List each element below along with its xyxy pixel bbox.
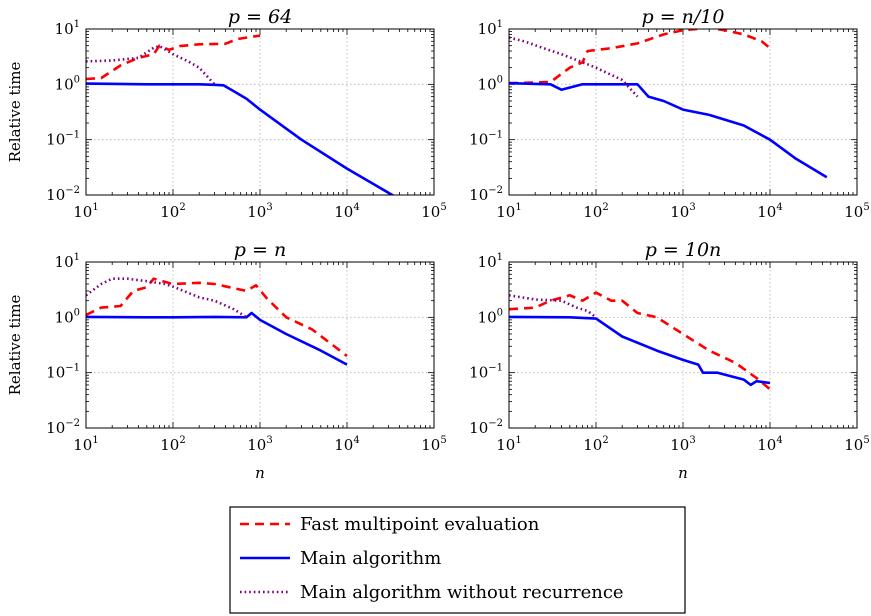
x-tick-label: 102 bbox=[160, 435, 185, 454]
series-line-main-algorithm-without-recurrence bbox=[509, 294, 597, 319]
y-tick-label: 10−2 bbox=[46, 185, 80, 204]
y-tick-label: 10−1 bbox=[469, 363, 503, 382]
series-line-main-algorithm bbox=[86, 82, 395, 195]
x-tick-label: 102 bbox=[160, 202, 185, 221]
y-tick-label: 100 bbox=[478, 307, 503, 326]
x-tick-label: 104 bbox=[757, 202, 782, 221]
y-tick-label: 101 bbox=[55, 19, 80, 38]
panel-4: 101 102 103 104 105 10−2 10−1 100 101 p = 10n n bbox=[469, 239, 870, 482]
x-tick-label: 103 bbox=[247, 435, 272, 454]
series-line-main-algorithm-without-recurrence bbox=[86, 44, 216, 86]
series-line-main-algorithm bbox=[509, 315, 771, 387]
y-axis-label: Relative time bbox=[6, 294, 24, 395]
x-axis-label: n bbox=[678, 464, 688, 482]
legend-item: Fast multipoint evaluation bbox=[240, 514, 540, 535]
x-tick-label: 101 bbox=[496, 435, 521, 454]
x-tick-label: 103 bbox=[670, 435, 695, 454]
legend: Fast multipoint evaluation Main algorithm… bbox=[229, 506, 686, 614]
legend-label: Main algorithm without recurrence bbox=[300, 582, 624, 603]
x-tick-label: 103 bbox=[670, 202, 695, 221]
x-tick-label: 101 bbox=[496, 202, 521, 221]
y-tick-label: 100 bbox=[55, 307, 80, 326]
legend-label: Fast multipoint evaluation bbox=[300, 514, 540, 535]
x-tick-label: 101 bbox=[73, 435, 98, 454]
series-line-fast-multipoint-evaluation bbox=[509, 291, 771, 391]
panel-title: p = n bbox=[234, 239, 286, 261]
series-line-main-algorithm-without-recurrence bbox=[86, 277, 248, 319]
panel-2: 101 102 103 104 105 10−2 10−1 100 101 p = n/10 bbox=[469, 6, 870, 221]
x-tick-label: 105 bbox=[421, 435, 446, 454]
x-tick-label: 103 bbox=[247, 202, 272, 221]
x-tick-label: 105 bbox=[844, 435, 869, 454]
y-tick-label: 10−1 bbox=[469, 130, 503, 149]
y-tick-label: 101 bbox=[478, 19, 503, 38]
legend-label: Main algorithm bbox=[300, 548, 441, 569]
x-tick-label: 105 bbox=[844, 202, 869, 221]
y-tick-label: 10−1 bbox=[46, 363, 80, 382]
series-line-fast-multipoint-evaluation bbox=[86, 34, 261, 81]
y-tick-label: 10−2 bbox=[469, 418, 503, 437]
series-line-main-algorithm bbox=[509, 81, 828, 179]
plot-frame bbox=[508, 28, 858, 196]
panel-title: p = n/10 bbox=[642, 6, 725, 28]
x-tick-label: 104 bbox=[334, 202, 359, 221]
legend-item: Main algorithm bbox=[240, 548, 441, 569]
y-tick-label: 100 bbox=[478, 74, 503, 93]
series-line-main-algorithm bbox=[86, 311, 348, 366]
y-tick-label: 101 bbox=[55, 252, 80, 271]
x-axis-label: n bbox=[255, 464, 265, 482]
panel-title: p = 10n bbox=[645, 239, 722, 261]
plot-frame bbox=[85, 28, 435, 196]
series-line-fast-multipoint-evaluation bbox=[509, 29, 771, 85]
y-tick-label: 100 bbox=[55, 74, 80, 93]
plot-frame bbox=[85, 261, 435, 429]
x-tick-label: 104 bbox=[757, 435, 782, 454]
y-tick-label: 10−1 bbox=[46, 130, 80, 149]
x-tick-label: 102 bbox=[583, 202, 608, 221]
x-tick-label: 104 bbox=[334, 435, 359, 454]
y-tick-label: 10−2 bbox=[46, 418, 80, 437]
y-tick-label: 10−2 bbox=[469, 185, 503, 204]
x-tick-label: 101 bbox=[73, 202, 98, 221]
x-tick-label: 102 bbox=[583, 435, 608, 454]
y-tick-label: 101 bbox=[478, 252, 503, 271]
series-line-main-algorithm-without-recurrence bbox=[509, 36, 639, 98]
x-tick-label: 105 bbox=[421, 202, 446, 221]
legend-box bbox=[229, 506, 686, 614]
legend-item: Main algorithm without recurrence bbox=[240, 582, 624, 603]
panel-title: p = 64 bbox=[228, 6, 292, 28]
y-axis-label: Relative time bbox=[6, 61, 24, 162]
panel-3: 101 102 103 104 105 10−2 10−1 100 101 p = n Relati… bbox=[6, 239, 447, 482]
series-line-fast-multipoint-evaluation bbox=[86, 277, 348, 358]
plot-frame bbox=[508, 261, 858, 429]
panel-1: 101 102 103 104 105 10−2 10−1 100 101 p = 64 Relat… bbox=[6, 6, 447, 221]
